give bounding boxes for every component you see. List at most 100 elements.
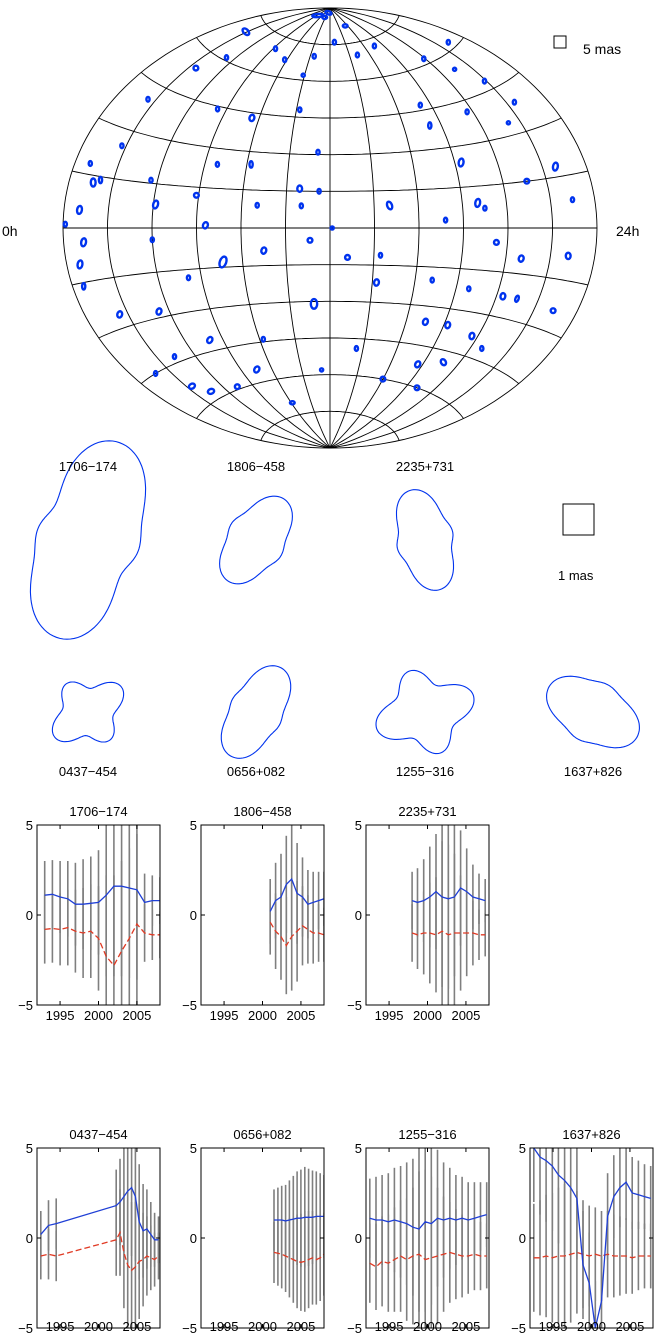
timeseries-panel: −5 0 5 1995 2000 2005 1706−174 xyxy=(18,804,161,1023)
y-tick-label: 5 xyxy=(355,818,362,833)
x-tick-label: 2005 xyxy=(286,1319,315,1333)
x-tick-label: 2000 xyxy=(248,1008,277,1023)
source-spot xyxy=(465,285,472,293)
contour-shape xyxy=(51,681,125,743)
source-spot xyxy=(464,108,470,116)
axes-frame xyxy=(200,824,325,1006)
source-spot xyxy=(442,216,449,224)
source-spot xyxy=(75,204,84,216)
source-spot xyxy=(218,255,228,269)
panel-title: 0437−454 xyxy=(69,1127,127,1142)
parallel-line xyxy=(72,170,588,192)
source-spot xyxy=(353,344,360,353)
source-spot xyxy=(564,251,572,261)
y-tick-label: −5 xyxy=(18,998,33,1013)
source-spot xyxy=(206,387,216,396)
source-spot xyxy=(569,196,576,204)
x-tick-label: 2000 xyxy=(248,1319,277,1333)
series-line-solid xyxy=(269,877,324,912)
series-line-solid xyxy=(274,1215,324,1222)
source-spot xyxy=(281,56,288,64)
y-tick-label: 5 xyxy=(190,1141,197,1156)
contour-shape xyxy=(219,495,293,585)
source-spot xyxy=(468,331,476,341)
x-tick-label: 1995 xyxy=(539,1319,568,1333)
timeseries-panel: −5 0 5 1995 2000 2005 1806−458 xyxy=(182,804,325,1023)
x-tick-label: 2000 xyxy=(413,1319,442,1333)
source-spot xyxy=(445,38,452,46)
contour-label: 2235+731 xyxy=(396,459,454,474)
parallel-line xyxy=(260,15,400,46)
contour-label: 1806−458 xyxy=(227,459,285,474)
y-tick-label: −5 xyxy=(511,1321,526,1333)
source-spot xyxy=(421,317,430,327)
y-tick-label: 0 xyxy=(355,908,362,923)
source-spot xyxy=(89,177,97,188)
source-spot xyxy=(309,297,319,310)
x-tick-label: 2000 xyxy=(84,1319,113,1333)
source-spot xyxy=(385,200,394,211)
source-spot xyxy=(413,360,422,369)
y-tick-label: −5 xyxy=(182,1321,197,1333)
source-spot xyxy=(474,197,482,209)
source-spot xyxy=(331,38,338,46)
source-spot xyxy=(420,55,427,63)
source-spot xyxy=(260,335,267,343)
y-tick-label: 0 xyxy=(190,1231,197,1246)
panel-title: 1255−316 xyxy=(398,1127,456,1142)
source-spot xyxy=(482,204,488,212)
x-tick-label: 2005 xyxy=(122,1319,151,1333)
source-spot xyxy=(151,199,160,210)
timeseries-panel: −5 0 5 1995 2000 2005 1637+826 xyxy=(511,1127,654,1333)
x-tick-label: 1995 xyxy=(46,1319,75,1333)
source-spot xyxy=(417,101,424,109)
source-spot xyxy=(444,320,452,330)
series-line-solid xyxy=(411,887,486,904)
source-spot xyxy=(214,105,221,113)
source-spot xyxy=(523,177,531,185)
source-spot xyxy=(155,307,163,316)
contour-shape xyxy=(395,489,455,591)
source-spot xyxy=(76,259,84,270)
source-spot xyxy=(413,384,421,392)
contour-label: 1706−174 xyxy=(59,459,117,474)
time-series-panels: −5 0 5 1995 2000 2005 1706−174 −5 0 5 1995 2000 2005… xyxy=(18,804,654,1333)
source-spot xyxy=(62,220,69,228)
y-tick-label: 5 xyxy=(355,1141,362,1156)
contour-shape xyxy=(546,675,640,749)
source-spot xyxy=(426,121,433,130)
source-spot xyxy=(451,66,458,73)
source-spot xyxy=(296,184,304,194)
source-spot xyxy=(171,353,178,361)
source-spot xyxy=(187,382,197,391)
series-line-dashed xyxy=(369,1251,487,1268)
source-spot xyxy=(478,344,485,353)
axes-frame xyxy=(365,1147,490,1329)
y-tick-label: −5 xyxy=(347,1321,362,1333)
x-tick-label: 2005 xyxy=(122,1008,151,1023)
source-spot xyxy=(551,161,560,172)
source-spot xyxy=(248,113,256,123)
panel-title: 1706−174 xyxy=(69,804,127,819)
source-spot xyxy=(306,236,314,244)
source-spot xyxy=(296,106,303,114)
x-tick-label: 2005 xyxy=(615,1319,644,1333)
source-spot xyxy=(341,23,349,29)
source-spot xyxy=(119,142,125,150)
source-spot xyxy=(316,187,322,195)
source-spot xyxy=(79,237,88,248)
source-spot xyxy=(439,357,448,367)
source-spot xyxy=(457,157,465,168)
series-line-solid xyxy=(369,1213,487,1230)
y-tick-label: −5 xyxy=(347,998,362,1013)
series-line-dashed xyxy=(411,930,486,936)
scale-square-1mas xyxy=(562,503,595,536)
source-spot xyxy=(371,42,378,50)
contour-label: 1255−316 xyxy=(396,764,454,779)
sky-grid xyxy=(62,7,598,449)
source-spot xyxy=(354,51,361,59)
scale-label-5mas: 5 mas xyxy=(583,41,621,57)
source-spot xyxy=(223,53,230,62)
y-tick-label: 0 xyxy=(26,908,33,923)
source-spot xyxy=(260,246,268,255)
